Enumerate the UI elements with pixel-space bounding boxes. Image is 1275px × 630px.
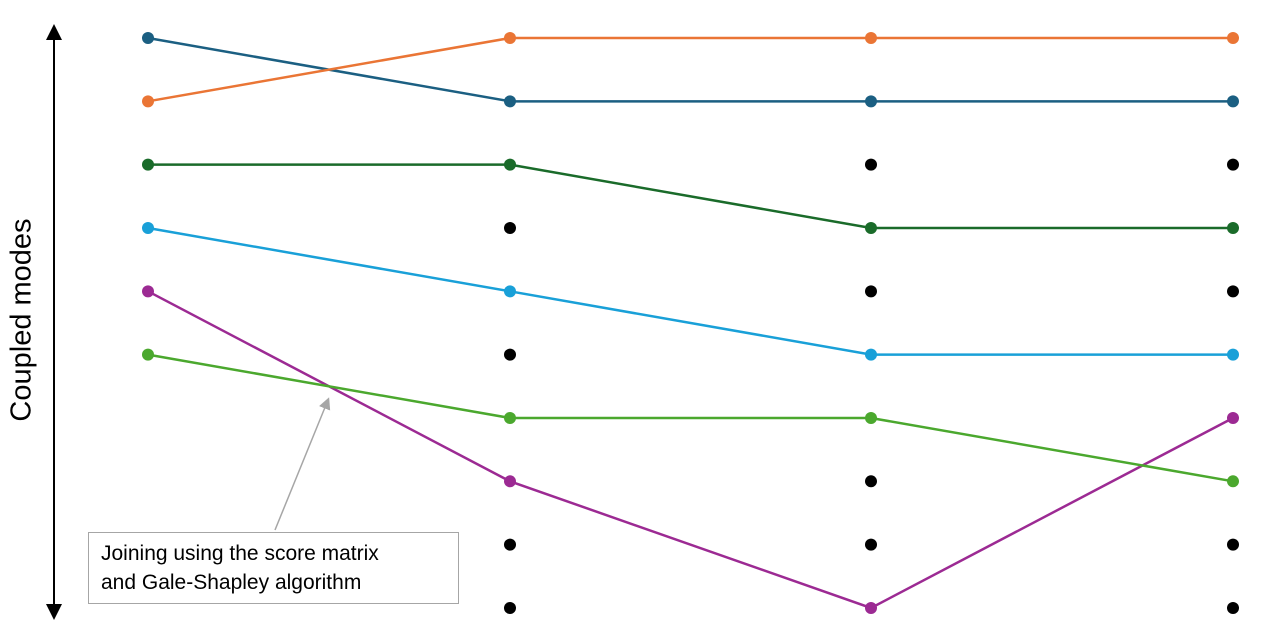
mode-point <box>504 95 516 108</box>
mode-track-line <box>147 36 1233 103</box>
mode-point <box>142 32 154 44</box>
mode-track-line <box>147 36 1233 103</box>
mode-point <box>504 285 516 298</box>
unassigned-mode-point <box>865 475 877 488</box>
mode-point <box>142 348 154 361</box>
mode-point <box>1227 95 1239 108</box>
unassigned-mode-point <box>1227 158 1239 171</box>
mode-point <box>865 221 877 234</box>
mode-point <box>504 158 516 171</box>
mode-track-line <box>147 353 1234 483</box>
mode-point <box>1227 221 1239 234</box>
mode-point <box>865 95 877 108</box>
mode-point <box>142 285 154 298</box>
annotation-line-1: Joining using the score matrix <box>101 542 379 565</box>
mode-point <box>142 221 154 234</box>
unassigned-mode-point <box>504 348 516 361</box>
mode-point <box>865 348 877 361</box>
mode-track-line <box>148 163 1233 230</box>
mode-point <box>1227 32 1239 44</box>
unassigned-mode-point <box>1227 601 1239 614</box>
unassigned-mode-point <box>1227 538 1239 551</box>
mode-track-line <box>147 226 1233 356</box>
mode-point <box>504 411 516 424</box>
unassigned-mode-point <box>504 601 516 614</box>
mode-point <box>1227 348 1239 361</box>
annotation-pointer-arrow <box>274 397 331 531</box>
unassigned-mode-point <box>865 285 877 298</box>
annotation-box: Joining using the score matrix and Gale-… <box>88 532 459 604</box>
mode-point <box>504 32 516 44</box>
annotation-line-2: and Gale-Shapley algorithm <box>101 571 362 594</box>
unassigned-mode-point <box>865 158 877 171</box>
mode-point <box>865 601 877 614</box>
unassigned-mode-point <box>504 538 516 551</box>
mode-point <box>865 411 877 424</box>
mode-point <box>504 475 516 488</box>
mode-point <box>1227 411 1239 424</box>
mode-point <box>865 32 877 44</box>
axis-label: Coupled modes <box>5 218 38 422</box>
mode-point <box>1227 475 1239 488</box>
unassigned-mode-point <box>1227 285 1239 298</box>
mode-point <box>142 95 154 108</box>
mode-point <box>142 158 154 171</box>
unassigned-mode-point <box>865 538 877 551</box>
unassigned-mode-point <box>504 221 516 234</box>
